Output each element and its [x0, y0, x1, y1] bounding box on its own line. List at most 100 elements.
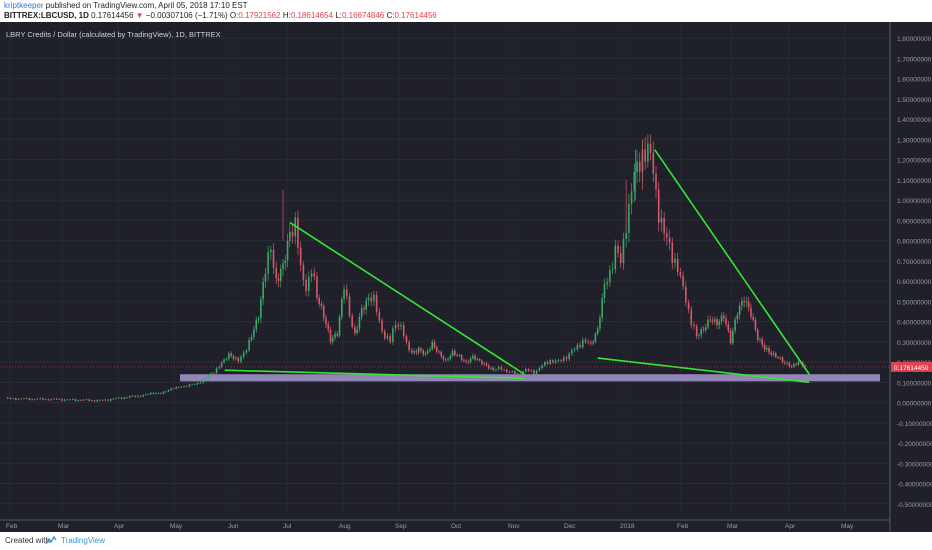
tradingview-brand[interactable]: TradingView: [61, 536, 106, 545]
candle-body: [356, 329, 358, 334]
candle-body: [700, 329, 703, 336]
candle-body: [500, 366, 503, 370]
candle-body: [497, 366, 500, 370]
candle-body: [322, 305, 325, 318]
candle-body: [341, 298, 343, 317]
price-chart[interactable]: 1.80000000 1.70000000 1.60000000 1.50000000…: [0, 22, 932, 532]
candle-body: [411, 350, 413, 353]
author-link[interactable]: kriptkeeper: [4, 1, 44, 10]
candle-body: [628, 203, 630, 233]
candle-body: [162, 391, 165, 394]
y-tick-label: 0.40000000: [897, 320, 932, 327]
candle-body: [31, 399, 33, 400]
candle-body: [270, 249, 272, 253]
candle-body: [770, 352, 773, 355]
candle-body: [779, 357, 782, 359]
trendline: [597, 357, 810, 384]
created-with-label: Created with: [5, 536, 50, 545]
close-value: 0.17614456: [394, 11, 437, 20]
y-tick-label: 0.70000000: [897, 259, 932, 266]
candle-body: [123, 397, 126, 399]
candle-body: [191, 384, 193, 386]
candle-body: [685, 286, 687, 303]
candle-body: [679, 271, 682, 276]
candle-body: [375, 294, 378, 312]
y-tick-label: 0.30000000: [897, 340, 932, 347]
x-tick-label: Aug: [339, 523, 351, 530]
candle-body: [320, 303, 323, 306]
y-tick-label: 1.60000000: [897, 77, 932, 84]
candle-body: [594, 333, 597, 342]
candle-body: [415, 351, 418, 353]
candle-body: [490, 367, 492, 369]
price-change: −0.00307106 (−1.71%): [145, 11, 228, 20]
candle-body: [788, 362, 791, 367]
candle-body: [571, 350, 573, 354]
candle-body: [508, 371, 511, 373]
candle-body: [474, 355, 476, 360]
chart-area[interactable]: 1.80000000 1.70000000 1.60000000 1.50000000…: [0, 22, 932, 532]
candle-body: [386, 336, 389, 339]
candle-body: [194, 384, 196, 386]
candle-body: [142, 394, 144, 397]
x-tick-label: Oct: [451, 523, 461, 530]
candle-body: [180, 386, 183, 388]
y-tick-label: 1.70000000: [897, 56, 932, 63]
candle-body: [451, 350, 454, 357]
candle-body: [112, 398, 115, 400]
candle-body: [442, 356, 445, 360]
candle-body: [617, 245, 619, 253]
candle-body: [172, 388, 175, 390]
candle-body: [139, 395, 142, 397]
candle-body: [360, 308, 363, 317]
candle-body: [687, 302, 690, 310]
candle-body: [348, 296, 351, 316]
candle-body: [262, 281, 264, 300]
y-tick-label: 1.40000000: [897, 117, 932, 124]
candle-body: [6, 397, 9, 399]
y-tick-label: -0.10000000: [897, 421, 932, 428]
candle-body: [713, 319, 716, 322]
y-tick-label: -0.30000000: [897, 461, 932, 468]
candle-body: [590, 342, 592, 344]
candle-body: [237, 357, 240, 362]
candle-body: [39, 398, 42, 400]
candle-body: [63, 399, 66, 401]
candle-body: [472, 355, 474, 359]
candle-body: [483, 363, 486, 365]
candle-body: [316, 276, 318, 298]
candle-body: [433, 341, 436, 348]
candle-body: [275, 267, 278, 279]
candle-body: [72, 399, 74, 400]
last-price-label: 0.17614450: [894, 365, 929, 372]
candle-body: [456, 354, 458, 356]
candle-body: [297, 217, 299, 248]
down-arrow-icon: ▼: [135, 11, 144, 20]
candle-body: [101, 399, 104, 401]
candle-body: [93, 400, 96, 402]
candle-body: [9, 397, 12, 399]
candle-body: [519, 373, 522, 375]
candle-body: [487, 365, 490, 369]
candle-body: [255, 319, 258, 330]
candle-body: [55, 398, 58, 400]
candle-body: [609, 269, 611, 283]
candle-body: [652, 152, 655, 174]
candle-body: [695, 326, 698, 337]
tradingview-logo-icon: [45, 536, 57, 545]
candle-body: [34, 399, 36, 400]
candle-body: [160, 392, 162, 394]
candle-body: [765, 347, 768, 350]
candle-body: [277, 278, 280, 281]
candle-body: [467, 361, 470, 363]
candle-body: [622, 238, 625, 263]
candle-body: [47, 399, 50, 401]
candle-body: [756, 329, 759, 340]
x-tick-label: Jun: [228, 523, 239, 530]
candle-body: [514, 371, 516, 375]
candle-body: [196, 382, 199, 385]
candle-body: [743, 301, 745, 303]
candle-body: [759, 339, 761, 341]
candle-body: [603, 284, 606, 298]
y-tick-label: -0.20000000: [897, 441, 932, 448]
